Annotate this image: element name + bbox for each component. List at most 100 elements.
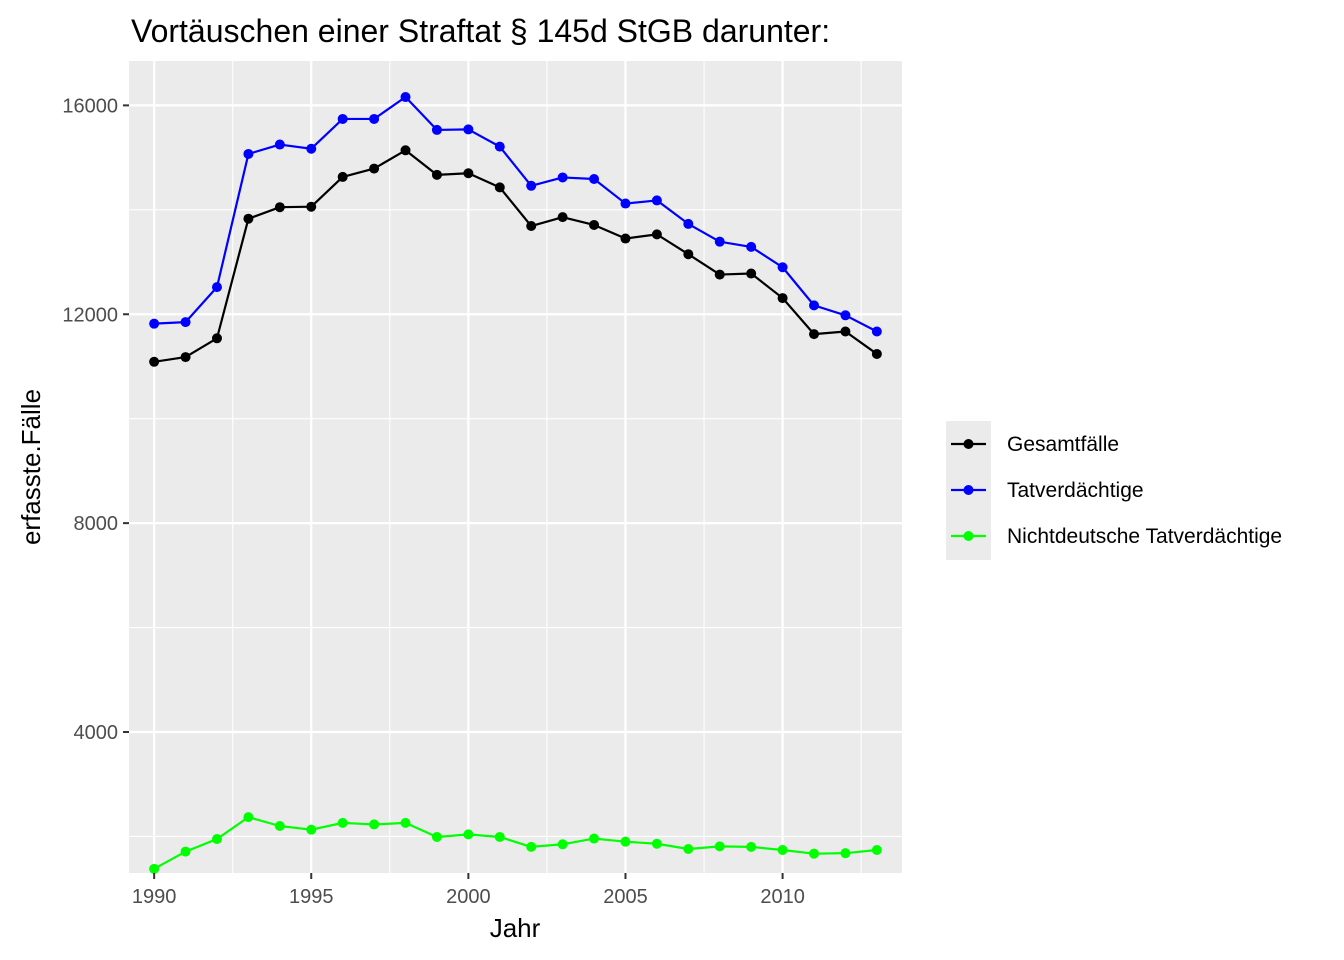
series-tatverd-chtige bbox=[149, 92, 882, 337]
major-gridlines bbox=[129, 61, 902, 873]
data-point bbox=[149, 356, 160, 367]
data-point bbox=[840, 310, 851, 321]
data-point bbox=[337, 171, 348, 182]
plot-panel bbox=[129, 61, 902, 873]
legend-key-point bbox=[963, 439, 974, 449]
data-point bbox=[463, 829, 474, 840]
data-point bbox=[526, 221, 537, 232]
data-point bbox=[651, 229, 662, 240]
legend: Gesamtfälle Tatverdächtige Nichtdeutsche T… bbox=[946, 421, 1282, 560]
data-point bbox=[589, 174, 600, 185]
y-axis-title: erfasste.Fälle bbox=[16, 389, 46, 545]
data-point bbox=[526, 841, 537, 852]
data-point bbox=[746, 841, 757, 852]
data-point bbox=[306, 143, 317, 154]
y-tick-label: 16000 bbox=[62, 95, 118, 117]
data-point bbox=[714, 236, 725, 247]
data-point bbox=[589, 833, 600, 844]
series-line bbox=[153, 816, 877, 870]
data-point bbox=[526, 180, 537, 191]
x-tick-label: 2010 bbox=[760, 886, 805, 908]
y-axis: 4000 8000 12000 16000 bbox=[62, 95, 129, 744]
data-point bbox=[589, 219, 600, 230]
data-point bbox=[243, 812, 254, 823]
data-point bbox=[777, 293, 788, 304]
data-point bbox=[274, 139, 285, 150]
data-point bbox=[274, 202, 285, 213]
data-point bbox=[211, 333, 222, 344]
data-point bbox=[809, 848, 820, 859]
data-point bbox=[714, 269, 725, 280]
x-tick-label: 2000 bbox=[446, 886, 491, 908]
data-point bbox=[714, 841, 725, 852]
x-axis-title: Jahr bbox=[490, 913, 541, 943]
data-point bbox=[683, 843, 694, 854]
data-point bbox=[746, 268, 757, 279]
data-point bbox=[149, 863, 160, 874]
data-point bbox=[746, 241, 757, 252]
data-point bbox=[211, 282, 222, 293]
data-point bbox=[651, 838, 662, 849]
data-point bbox=[400, 92, 411, 103]
data-point bbox=[180, 846, 191, 857]
data-point bbox=[494, 182, 505, 193]
series-nichtdeutsche-tatverd-chtige bbox=[149, 812, 882, 874]
minor-gridlines bbox=[129, 61, 902, 873]
data-point bbox=[777, 845, 788, 856]
data-point bbox=[180, 317, 191, 328]
x-tick-label: 2005 bbox=[603, 886, 648, 908]
legend-key-point bbox=[963, 485, 974, 495]
y-tick-label: 4000 bbox=[74, 722, 119, 744]
data-point bbox=[557, 839, 568, 850]
data-point bbox=[306, 824, 317, 835]
data-point bbox=[809, 329, 820, 340]
data-point bbox=[243, 213, 254, 224]
data-point bbox=[337, 817, 348, 828]
data-point bbox=[400, 145, 411, 156]
y-tick-label: 8000 bbox=[74, 513, 119, 535]
legend-item: Nichtdeutsche Tatverdächtige bbox=[951, 525, 1282, 548]
data-point bbox=[463, 168, 474, 179]
data-point bbox=[369, 163, 380, 174]
data-point bbox=[494, 831, 505, 842]
data-point bbox=[211, 834, 222, 845]
data-point bbox=[840, 326, 851, 337]
data-point bbox=[431, 124, 442, 135]
data-point bbox=[431, 169, 442, 180]
y-tick-label: 12000 bbox=[62, 304, 118, 326]
data-point bbox=[777, 262, 788, 273]
data-point bbox=[683, 218, 694, 229]
data-point bbox=[683, 249, 694, 260]
series-line bbox=[154, 95, 878, 333]
chart-title: Vortäuschen einer Straftat § 145d StGB d… bbox=[131, 13, 830, 49]
data-point bbox=[494, 141, 505, 152]
legend-label: Gesamtfälle bbox=[1007, 433, 1119, 456]
legend-key-point bbox=[963, 531, 974, 541]
legend-item: Gesamtfälle bbox=[951, 433, 1119, 456]
data-point bbox=[149, 318, 160, 329]
data-point bbox=[620, 233, 631, 244]
data-point bbox=[431, 831, 442, 842]
data-point bbox=[557, 172, 568, 183]
data-point bbox=[274, 821, 285, 832]
data-point bbox=[243, 148, 254, 159]
data-point bbox=[400, 817, 411, 828]
data-point bbox=[369, 113, 380, 124]
data-point bbox=[369, 819, 380, 830]
data-point bbox=[871, 348, 882, 359]
data-point bbox=[840, 848, 851, 859]
x-axis: 1990 1995 2000 2005 2010 bbox=[132, 873, 805, 908]
data-point bbox=[620, 198, 631, 209]
data-point bbox=[557, 212, 568, 223]
data-point bbox=[463, 124, 474, 135]
series-layer bbox=[149, 92, 882, 874]
data-point bbox=[620, 836, 631, 847]
series-line bbox=[153, 149, 878, 363]
legend-label: Tatverdächtige bbox=[1007, 479, 1144, 502]
data-point bbox=[306, 201, 317, 212]
data-point bbox=[871, 845, 882, 856]
x-tick-label: 1990 bbox=[132, 886, 177, 908]
series-gesamtf-lle bbox=[149, 145, 882, 367]
data-point bbox=[651, 195, 662, 206]
data-point bbox=[337, 113, 348, 124]
